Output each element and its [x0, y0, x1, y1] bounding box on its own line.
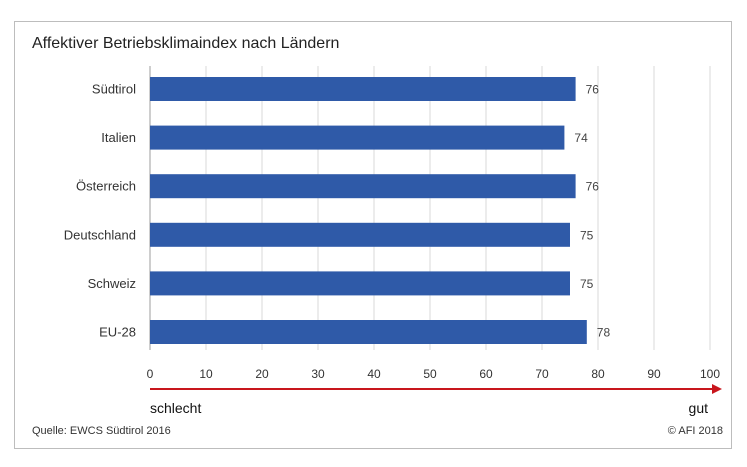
x-tick-label-100: 100 — [700, 367, 720, 381]
data-label-2: 76 — [586, 180, 600, 194]
bar-5 — [150, 320, 587, 344]
category-label-5: EU-28 — [99, 325, 136, 340]
data-label-4: 75 — [580, 277, 594, 291]
chart-title: Affektiver Betriebsklimaindex nach Lände… — [32, 35, 340, 52]
category-label-2: Österreich — [76, 179, 136, 194]
data-label-1: 74 — [574, 131, 588, 145]
data-label-3: 75 — [580, 228, 594, 242]
bar-4 — [150, 271, 570, 296]
bar-0 — [150, 77, 576, 101]
bar-3 — [150, 222, 570, 247]
x-tick-label-30: 30 — [311, 367, 325, 381]
bar-2 — [150, 174, 576, 199]
data-label-5: 78 — [597, 326, 611, 340]
category-label-3: Deutschland — [64, 227, 136, 242]
category-label-0: Südtirol — [92, 82, 136, 97]
x-tick-label-40: 40 — [367, 367, 381, 381]
copyright-note: © AFI 2018 — [667, 425, 723, 437]
x-tick-label-90: 90 — [647, 367, 661, 381]
x-tick-label-60: 60 — [479, 367, 493, 381]
x-tick-label-20: 20 — [255, 367, 269, 381]
data-label-0: 76 — [586, 83, 600, 97]
scale-left-label: schlecht — [150, 400, 201, 416]
category-label-1: Italien — [101, 130, 136, 145]
scale-right-label: gut — [689, 400, 709, 416]
x-tick-label-10: 10 — [199, 367, 213, 381]
x-tick-label-0: 0 — [147, 367, 154, 381]
x-tick-label-50: 50 — [423, 367, 437, 381]
x-tick-label-80: 80 — [591, 367, 605, 381]
bar-1 — [150, 125, 565, 150]
category-label-4: Schweiz — [88, 276, 136, 291]
x-tick-label-70: 70 — [535, 367, 549, 381]
source-note: Quelle: EWCS Südtirol 2016 — [32, 425, 171, 437]
scale-arrow-head — [712, 384, 722, 394]
